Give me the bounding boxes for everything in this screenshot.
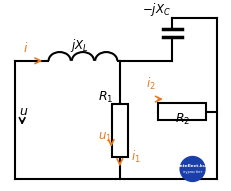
Text: $R_1$: $R_1$ (98, 90, 113, 105)
Text: $i$: $i$ (23, 41, 29, 55)
Text: $u$: $u$ (19, 105, 29, 118)
Bar (158, 103, 206, 120)
Text: $-jX_C$: $-jX_C$ (142, 1, 171, 18)
Text: intellect.ku: intellect.ku (179, 164, 207, 168)
Text: $R_2$: $R_2$ (175, 112, 191, 127)
Circle shape (180, 157, 205, 181)
Bar (112, 104, 128, 157)
Text: $jX_L$: $jX_L$ (70, 37, 89, 54)
Text: $i_2$: $i_2$ (146, 76, 155, 92)
Text: $u_1$: $u_1$ (98, 131, 112, 144)
Text: $i_1$: $i_1$ (131, 149, 141, 165)
Text: нурлы бет: нурлы бет (183, 170, 202, 174)
